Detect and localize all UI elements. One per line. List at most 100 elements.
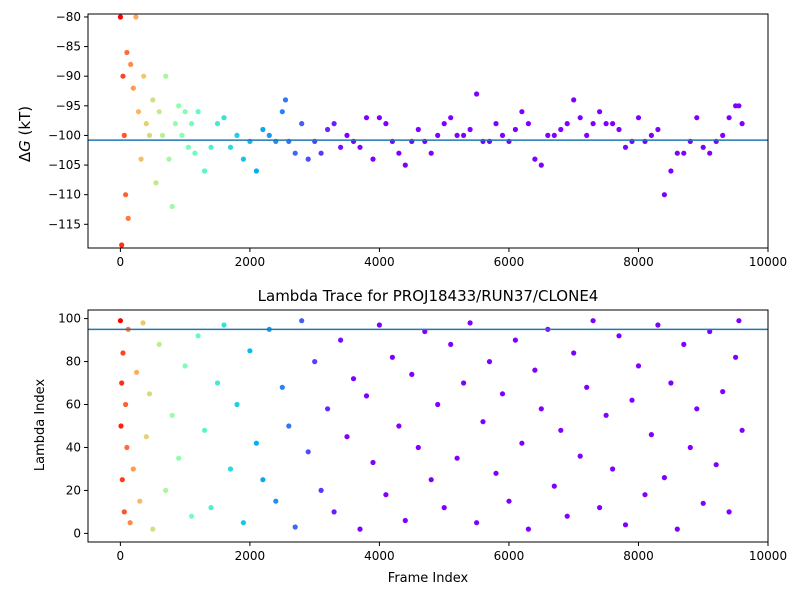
x-tick-label-1-3: 6000 bbox=[494, 549, 525, 563]
point-0-0-45 bbox=[292, 150, 298, 156]
point-1-0-25 bbox=[208, 505, 214, 511]
point-1-0-88 bbox=[616, 333, 622, 339]
point-1-0-66 bbox=[474, 520, 480, 526]
point-1-0-78 bbox=[551, 483, 557, 489]
y-tick-label-0-0: −115 bbox=[48, 217, 81, 231]
point-1-0-29 bbox=[234, 401, 240, 408]
y-tick-label-0-6: −85 bbox=[56, 40, 81, 54]
point-1-0-83 bbox=[584, 384, 590, 390]
point-1-0-105 bbox=[726, 509, 732, 515]
point-1-0-53 bbox=[389, 354, 395, 360]
point-1-0-0 bbox=[117, 318, 123, 324]
delta-g-points bbox=[117, 14, 745, 248]
point-1-0-94 bbox=[655, 322, 661, 328]
point-1-0-76 bbox=[538, 406, 544, 412]
point-1-0-54 bbox=[396, 423, 402, 429]
point-0-0-7 bbox=[128, 61, 134, 67]
point-0-0-112 bbox=[726, 115, 732, 121]
point-0-0-31 bbox=[208, 144, 214, 150]
lambda-x-ticks: 0 2000 4000 6000 8000 10000 bbox=[117, 542, 787, 563]
point-0-0-102 bbox=[661, 192, 668, 198]
point-1-0-18 bbox=[163, 487, 169, 493]
point-0-0-89 bbox=[577, 115, 583, 121]
point-1-0-64 bbox=[461, 380, 467, 386]
point-0-0-8 bbox=[130, 85, 136, 91]
point-0-0-38 bbox=[253, 168, 259, 174]
x-tick-label-0-2: 4000 bbox=[364, 255, 395, 269]
x-tick-label-1-1: 2000 bbox=[235, 549, 266, 563]
point-0-0-30 bbox=[202, 168, 208, 174]
point-1-0-102 bbox=[707, 328, 713, 335]
point-1-0-13 bbox=[140, 320, 146, 326]
point-1-0-35 bbox=[273, 498, 279, 504]
point-0-0-79 bbox=[512, 126, 519, 133]
point-0-0-0 bbox=[117, 14, 123, 20]
point-0-0-53 bbox=[344, 132, 350, 138]
point-1-0-62 bbox=[448, 341, 454, 347]
point-0-0-92 bbox=[597, 109, 603, 115]
y-tick-label-0-4: −95 bbox=[56, 99, 81, 113]
x-tick-label-0-4: 8000 bbox=[623, 255, 654, 269]
point-0-0-91 bbox=[590, 121, 596, 127]
point-0-0-73 bbox=[474, 91, 480, 97]
point-0-0-40 bbox=[266, 132, 272, 138]
point-1-0-23 bbox=[195, 333, 201, 339]
point-0-0-77 bbox=[499, 132, 506, 138]
point-1-0-70 bbox=[499, 391, 506, 397]
point-1-0-1 bbox=[118, 423, 124, 429]
point-1-0-108 bbox=[739, 427, 745, 433]
point-1-0-106 bbox=[733, 354, 739, 360]
x-tick-label-0-1: 2000 bbox=[235, 255, 266, 269]
point-1-0-31 bbox=[247, 348, 253, 354]
point-0-0-6 bbox=[125, 215, 131, 221]
point-0-0-18 bbox=[159, 132, 166, 138]
point-0-0-68 bbox=[441, 121, 447, 127]
point-0-0-51 bbox=[331, 121, 337, 127]
point-1-0-12 bbox=[137, 498, 143, 504]
point-1-0-97 bbox=[674, 526, 680, 532]
delta-g-panel: 0 2000 4000 6000 8000 10000 −115−110−105−100−… bbox=[16, 10, 787, 269]
point-1-0-48 bbox=[357, 526, 363, 532]
point-1-0-47 bbox=[350, 376, 357, 382]
point-0-0-67 bbox=[435, 132, 441, 138]
point-0-0-62 bbox=[402, 162, 408, 168]
point-1-0-38 bbox=[292, 524, 298, 530]
point-0-0-26 bbox=[185, 144, 191, 150]
point-1-0-95 bbox=[661, 475, 668, 481]
point-1-0-6 bbox=[123, 401, 129, 408]
point-1-0-101 bbox=[700, 500, 706, 506]
y-tick-label-0-5: −90 bbox=[56, 69, 81, 83]
point-1-0-3 bbox=[119, 477, 125, 483]
delta-g-y-label: ΔG (kT) bbox=[16, 106, 34, 162]
point-1-0-51 bbox=[376, 322, 382, 328]
point-0-0-104 bbox=[674, 150, 680, 156]
point-1-0-72 bbox=[512, 337, 519, 343]
point-0-0-28 bbox=[192, 150, 198, 156]
delta-g-x-ticks: 0 2000 4000 6000 8000 10000 bbox=[117, 248, 787, 269]
point-0-0-47 bbox=[305, 156, 311, 162]
point-1-0-87 bbox=[610, 466, 616, 472]
point-1-0-37 bbox=[286, 423, 292, 429]
point-1-0-15 bbox=[146, 391, 153, 397]
point-1-0-80 bbox=[564, 513, 570, 519]
point-0-0-96 bbox=[622, 144, 629, 150]
point-1-0-26 bbox=[214, 380, 221, 386]
point-0-0-105 bbox=[681, 150, 687, 156]
point-0-0-22 bbox=[172, 121, 178, 127]
point-1-0-30 bbox=[240, 520, 246, 526]
point-0-0-29 bbox=[195, 109, 201, 115]
x-tick-label-1-0: 0 bbox=[117, 549, 125, 563]
point-0-0-81 bbox=[525, 121, 532, 127]
point-1-0-39 bbox=[299, 318, 305, 324]
x-tick-label-1-2: 4000 bbox=[364, 549, 395, 563]
point-1-0-60 bbox=[435, 401, 441, 408]
point-0-0-46 bbox=[299, 121, 305, 127]
point-0-0-17 bbox=[156, 109, 162, 115]
x-tick-label-0-3: 6000 bbox=[494, 255, 525, 269]
point-0-0-39 bbox=[260, 126, 266, 133]
point-0-0-42 bbox=[279, 109, 285, 115]
point-1-0-33 bbox=[260, 477, 266, 483]
point-0-0-71 bbox=[461, 132, 467, 138]
point-0-0-100 bbox=[648, 132, 655, 138]
point-1-0-98 bbox=[681, 341, 687, 347]
